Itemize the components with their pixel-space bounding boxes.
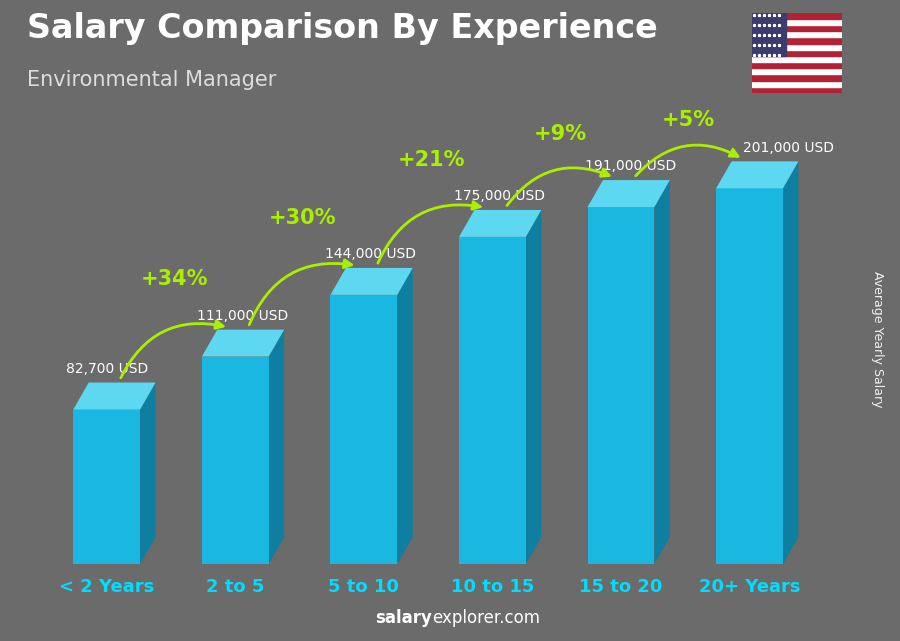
Text: 191,000 USD: 191,000 USD xyxy=(585,160,676,173)
Polygon shape xyxy=(73,383,156,410)
Bar xyxy=(752,81,842,87)
Polygon shape xyxy=(783,162,798,564)
Bar xyxy=(752,13,786,56)
Bar xyxy=(588,207,654,564)
Bar xyxy=(330,295,397,564)
Text: 82,700 USD: 82,700 USD xyxy=(66,362,148,376)
Text: +30%: +30% xyxy=(269,208,337,228)
Bar xyxy=(752,74,842,81)
Bar xyxy=(752,37,842,44)
Polygon shape xyxy=(588,180,670,207)
Polygon shape xyxy=(202,329,284,356)
Polygon shape xyxy=(140,383,156,564)
Text: Environmental Manager: Environmental Manager xyxy=(27,70,276,90)
Text: 175,000 USD: 175,000 USD xyxy=(454,189,544,203)
Bar xyxy=(752,19,842,25)
Bar xyxy=(752,13,842,19)
Bar xyxy=(459,237,526,564)
Bar xyxy=(752,25,842,31)
Bar xyxy=(73,410,140,564)
Text: +21%: +21% xyxy=(398,149,465,170)
Text: +9%: +9% xyxy=(534,124,587,144)
Text: 111,000 USD: 111,000 USD xyxy=(197,309,288,323)
Text: 201,000 USD: 201,000 USD xyxy=(743,140,834,154)
Bar xyxy=(752,87,842,93)
Text: 144,000 USD: 144,000 USD xyxy=(325,247,417,262)
Polygon shape xyxy=(397,268,413,564)
Polygon shape xyxy=(330,268,413,295)
Polygon shape xyxy=(654,180,670,564)
Text: Average Yearly Salary: Average Yearly Salary xyxy=(871,272,884,408)
Text: Salary Comparison By Experience: Salary Comparison By Experience xyxy=(27,12,658,46)
Bar xyxy=(752,50,842,56)
Text: +5%: +5% xyxy=(662,110,716,130)
Text: +34%: +34% xyxy=(140,269,208,289)
Polygon shape xyxy=(716,162,798,188)
Bar xyxy=(716,188,783,564)
Text: salary: salary xyxy=(375,609,432,627)
Polygon shape xyxy=(269,329,284,564)
Bar xyxy=(752,62,842,69)
Bar xyxy=(752,56,842,62)
Bar xyxy=(752,69,842,74)
Bar xyxy=(752,44,842,50)
Bar xyxy=(752,31,842,37)
Text: explorer.com: explorer.com xyxy=(432,609,540,627)
Polygon shape xyxy=(526,210,541,564)
Polygon shape xyxy=(459,210,541,237)
Bar xyxy=(202,356,269,564)
